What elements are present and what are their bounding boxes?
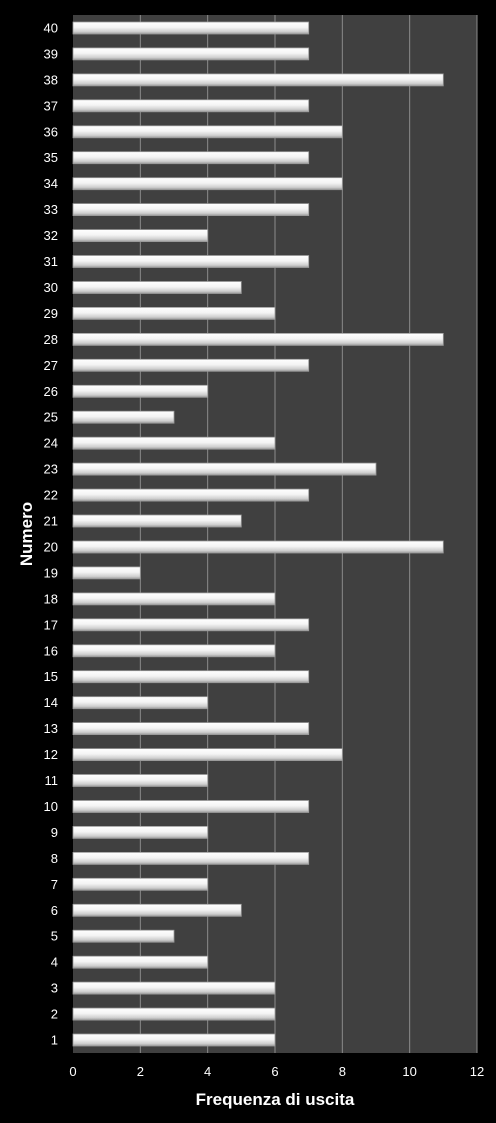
bar-1 — [72, 1033, 276, 1047]
y-axis-title: Numero — [17, 502, 36, 566]
y-tick-label-20: 20 — [44, 540, 58, 555]
y-tick-label-34: 34 — [44, 176, 58, 191]
bar-15 — [72, 670, 310, 684]
bar-24 — [72, 436, 276, 450]
bar-33 — [72, 203, 310, 217]
bar-29 — [72, 306, 276, 320]
bar-8 — [72, 852, 310, 865]
y-tick-label-31: 31 — [44, 254, 58, 269]
y-tick-label-10: 10 — [44, 799, 58, 814]
bar-17 — [72, 618, 310, 632]
bar-22 — [72, 488, 310, 502]
x-axis-title: Frequenza di uscita — [196, 1090, 355, 1109]
y-tick-label-1: 1 — [51, 1033, 58, 1048]
x-tick-label-10: 10 — [402, 1064, 416, 1079]
y-tick-label-11: 11 — [45, 773, 59, 788]
x-tick-labels: 0 2 4 6 8 10 12 — [69, 1064, 484, 1079]
bar-26 — [72, 384, 209, 398]
bar-16 — [72, 644, 276, 658]
bar-9 — [72, 826, 209, 839]
bar-25 — [72, 410, 175, 424]
y-tick-label-36: 36 — [44, 124, 58, 139]
y-tick-label-9: 9 — [51, 825, 58, 840]
bar-4 — [72, 955, 209, 969]
y-tick-label-5: 5 — [51, 929, 58, 944]
y-tick-label-12: 12 — [44, 747, 58, 762]
y-tick-label-17: 17 — [44, 617, 58, 632]
y-tick-label-15: 15 — [44, 669, 58, 684]
y-tick-label-21: 21 — [44, 514, 58, 529]
y-tick-label-27: 27 — [44, 358, 58, 373]
bar-18 — [72, 592, 276, 606]
y-tick-label-37: 37 — [44, 98, 58, 113]
bar-11 — [72, 774, 209, 787]
x-tick-label-2: 2 — [137, 1064, 144, 1079]
bar-30 — [72, 281, 242, 294]
y-tick-label-39: 39 — [44, 46, 58, 61]
y-tick-label-19: 19 — [44, 565, 58, 580]
y-tick-label-22: 22 — [44, 488, 58, 503]
bar-5 — [72, 929, 175, 943]
bar-21 — [72, 514, 242, 528]
y-tick-label-25: 25 — [44, 410, 58, 425]
y-tick-label-35: 35 — [44, 150, 58, 165]
bar-37 — [72, 99, 310, 113]
bar-13 — [72, 722, 310, 735]
bar-23 — [72, 462, 377, 476]
y-tick-label-16: 16 — [44, 643, 58, 658]
y-tick-label-28: 28 — [44, 332, 58, 347]
y-tick-label-8: 8 — [51, 851, 58, 866]
bar-27 — [72, 358, 310, 372]
x-tick-label-6: 6 — [271, 1064, 278, 1079]
bar-19 — [72, 566, 141, 580]
bar-31 — [72, 255, 310, 268]
bar-7 — [72, 877, 209, 891]
y-tick-label-4: 4 — [51, 955, 58, 970]
y-tick-label-32: 32 — [44, 228, 58, 243]
y-tick-label-2: 2 — [51, 1007, 58, 1022]
x-tick-label-8: 8 — [339, 1064, 346, 1079]
bar-36 — [72, 125, 343, 139]
y-tick-label-40: 40 — [44, 21, 58, 36]
bar-14 — [72, 696, 209, 710]
y-tick-label-6: 6 — [51, 903, 58, 918]
y-tick-label-18: 18 — [44, 591, 58, 606]
y-tick-labels: 1234567891011121314151617181920212223242… — [44, 21, 58, 1048]
bar-12 — [72, 748, 343, 761]
y-tick-label-33: 33 — [44, 202, 58, 217]
y-tick-label-24: 24 — [44, 436, 58, 451]
x-tick-label-0: 0 — [69, 1064, 76, 1079]
bar-34 — [72, 177, 343, 191]
bar-3 — [72, 981, 276, 995]
bar-40 — [72, 21, 310, 35]
bar-6 — [72, 903, 242, 917]
y-tick-label-14: 14 — [44, 695, 58, 710]
y-tick-label-38: 38 — [44, 72, 58, 87]
bars — [72, 21, 444, 1047]
y-tick-label-26: 26 — [44, 384, 58, 399]
x-tick-label-12: 12 — [470, 1064, 484, 1079]
y-tick-label-29: 29 — [44, 306, 58, 321]
bar-2 — [72, 1007, 276, 1021]
y-tick-label-13: 13 — [44, 721, 58, 736]
bar-10 — [72, 800, 310, 813]
x-tick-label-4: 4 — [204, 1064, 211, 1079]
y-tick-label-3: 3 — [51, 981, 58, 996]
bar-35 — [72, 151, 310, 165]
y-tick-label-23: 23 — [44, 462, 58, 477]
bar-32 — [72, 229, 209, 243]
bar-38 — [72, 73, 444, 87]
y-tick-label-30: 30 — [44, 280, 58, 295]
bar-39 — [72, 47, 310, 61]
y-tick-label-7: 7 — [51, 877, 58, 892]
bar-28 — [72, 332, 444, 346]
bar-20 — [72, 540, 444, 554]
